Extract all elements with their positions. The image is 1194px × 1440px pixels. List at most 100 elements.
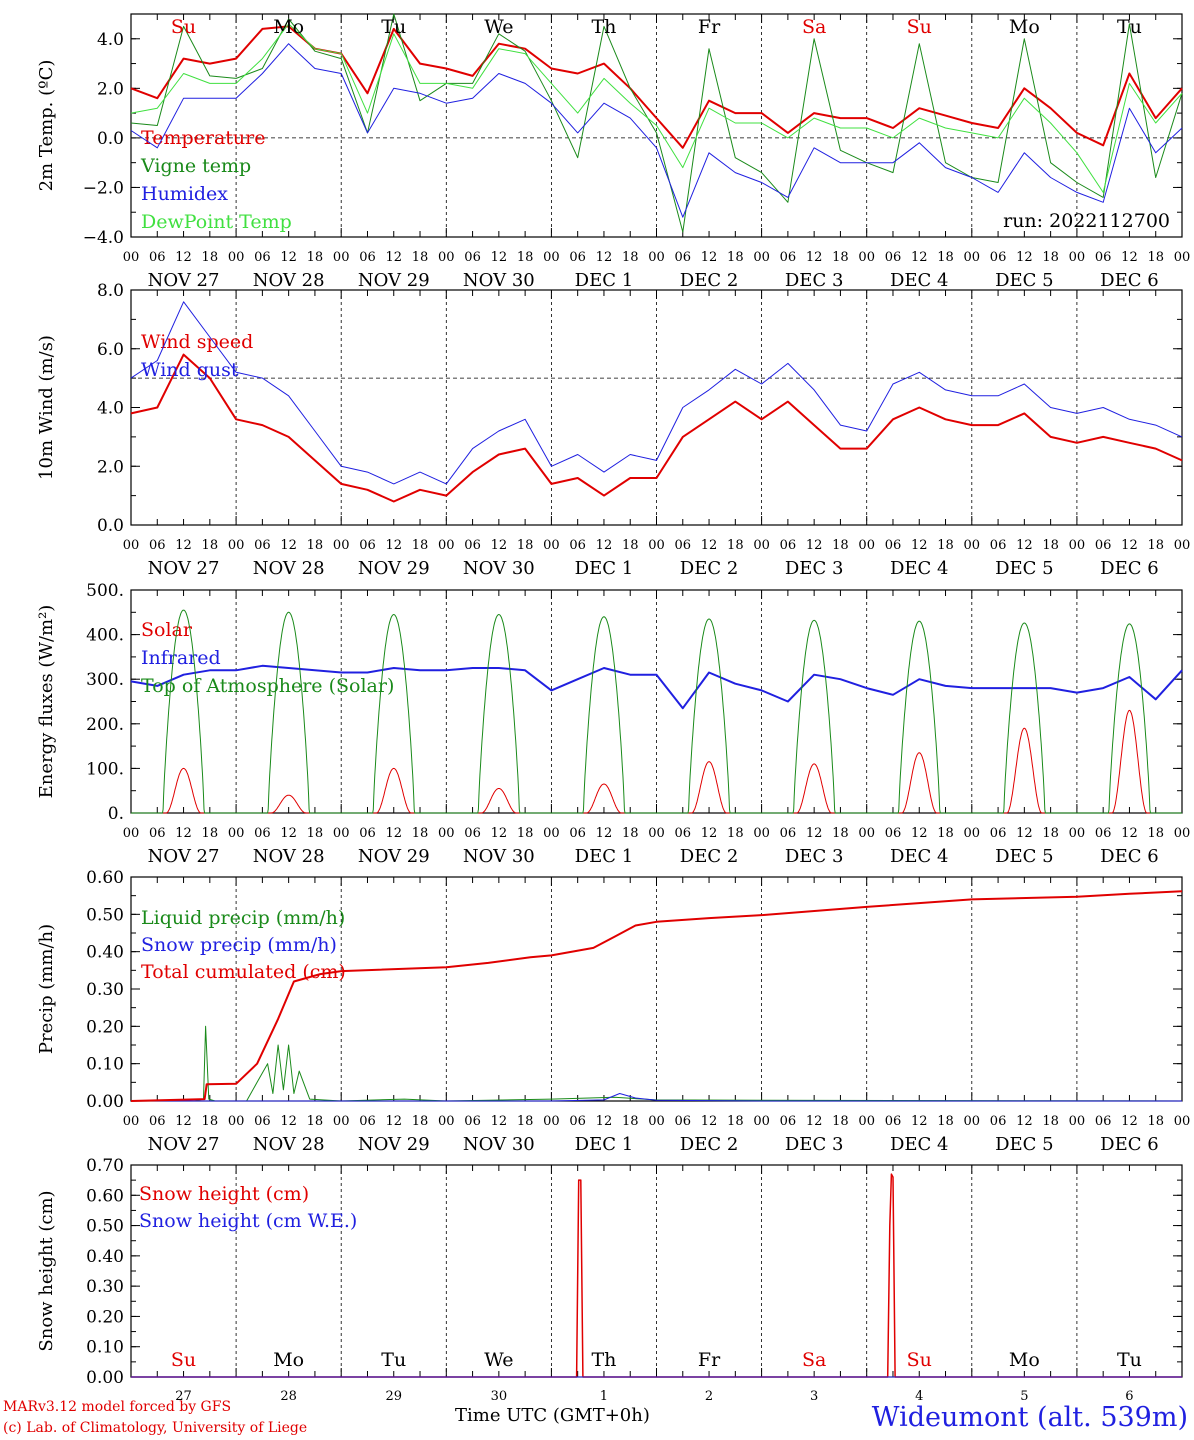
panel3-hour-label: 06 <box>675 826 692 841</box>
panel4-hour-label: 12 <box>175 1114 192 1129</box>
panel1-hour-label: 06 <box>675 250 692 265</box>
panel4-y-axis-title: Precip (mm/h) <box>36 924 57 1054</box>
panel4-date-label: NOV 30 <box>463 1134 535 1155</box>
panel2-y-tick-label: 8.0 <box>97 281 124 301</box>
day-number-label: 6 <box>1125 1389 1133 1404</box>
panel4-date-label: DEC 4 <box>890 1134 949 1155</box>
panel2-date-label: DEC 6 <box>1100 558 1159 579</box>
panel4-hour-label: 12 <box>596 1114 613 1129</box>
panel3-y-tick-label: 0. <box>108 804 124 824</box>
panel2-hour-label: 12 <box>385 538 402 553</box>
panel3-legend-entry: Solar <box>141 619 193 641</box>
panel1-hour-label: 18 <box>727 250 744 265</box>
panel3-hour-label: 18 <box>727 826 744 841</box>
panel4-series-liquid-precip-mm-h- <box>131 1025 1183 1102</box>
panel4-hour-label: 00 <box>438 1114 455 1129</box>
panel4-hour-label: 06 <box>990 1114 1007 1129</box>
panel3-hour-label: 06 <box>885 826 902 841</box>
panel1-y-axis-title: 2m Temp. (ºC) <box>36 60 57 192</box>
panel2-hour-label: 18 <box>307 538 324 553</box>
panel3-hour-label: 00 <box>964 826 981 841</box>
weekday-label-top: We <box>484 16 513 38</box>
panel1-legend-entry: Temperature <box>141 127 265 149</box>
panel1-date-label: DEC 3 <box>785 270 844 291</box>
lab-credit: (c) Lab. of Climatology, University of L… <box>3 1420 308 1436</box>
panel4-hour-label: 00 <box>1069 1114 1086 1129</box>
panel3-date-label: DEC 4 <box>890 846 949 867</box>
panel3-hour-label: 00 <box>753 826 770 841</box>
panel1-date-label: DEC 5 <box>995 270 1054 291</box>
panel5-y-tick-label: 0.00 <box>86 1368 124 1388</box>
panel1-legend-entry: Humidex <box>141 183 228 205</box>
panel2-y-tick-label: 4.0 <box>97 399 124 419</box>
panel2-hour-label: 12 <box>491 538 508 553</box>
panel1-hour-label: 12 <box>175 250 192 265</box>
weekday-label-top: Mo <box>1009 16 1040 38</box>
panel3-hour-label: 06 <box>569 826 586 841</box>
weekday-label-bottom: Sa <box>802 1349 826 1371</box>
panel3-hour-label: 00 <box>228 826 245 841</box>
panel1-date-label: DEC 4 <box>890 270 949 291</box>
panel3-hour-label: 12 <box>596 826 613 841</box>
panel3-date-label: DEC 6 <box>1100 846 1159 867</box>
panel1-series-dewpoint-temp <box>130 23 1183 193</box>
panel3-date-label: DEC 2 <box>680 846 739 867</box>
panel3-series-solar <box>131 709 1182 814</box>
panel3-hour-label: 12 <box>280 826 297 841</box>
panel3-hour-label: 06 <box>254 826 271 841</box>
panel1-hour-label: 06 <box>464 250 481 265</box>
day-number-label: 5 <box>1020 1389 1028 1404</box>
panel4-hour-label: 06 <box>359 1114 376 1129</box>
weekday-label-bottom: Tu <box>1117 1349 1142 1371</box>
panel4-date-label: DEC 3 <box>785 1134 844 1155</box>
panel4-hour-label: 18 <box>1147 1114 1164 1129</box>
panel2-hour-label: 06 <box>254 538 271 553</box>
panel1-legend-entry: DewPoint Temp <box>141 211 292 233</box>
panel3-hour-label: 00 <box>123 826 140 841</box>
panel3-date-label: NOV 28 <box>253 846 325 867</box>
panel5-y-tick-label: 0.60 <box>86 1186 124 1206</box>
panel5-y-tick-label: 0.40 <box>86 1247 124 1267</box>
panel1-hour-label: 18 <box>622 250 639 265</box>
panel4-date-label: DEC 5 <box>995 1134 1054 1155</box>
panel2-hour-label: 12 <box>701 538 718 553</box>
panel4-hour-label: 18 <box>937 1114 954 1129</box>
panel4-hour-label: 06 <box>464 1114 481 1129</box>
day-number-label: 1 <box>600 1389 608 1404</box>
panel4-hour-label: 06 <box>1095 1114 1112 1129</box>
panel1-hour-label: 18 <box>517 250 534 265</box>
panel1-hour-label: 18 <box>202 250 219 265</box>
panel3-date-label: NOV 29 <box>358 846 430 867</box>
panel4-date-label: NOV 28 <box>253 1134 325 1155</box>
panel1-series-temperature <box>130 25 1183 149</box>
panel1-y-tick-label: 2.0 <box>97 79 124 99</box>
panel4-y-tick-label: 0.20 <box>86 1017 124 1037</box>
panel4-hour-label: 00 <box>964 1114 981 1129</box>
panel4-legend-entry: Snow precip (mm/h) <box>141 934 337 956</box>
panel4-hour-label: 12 <box>385 1114 402 1129</box>
panel2-hour-label: 00 <box>228 538 245 553</box>
panel2-hour-label: 06 <box>569 538 586 553</box>
day-number-label: 27 <box>175 1389 192 1404</box>
panel2-hour-label: 18 <box>832 538 849 553</box>
panel1-y-tick-label: 4.0 <box>97 30 124 50</box>
panel5-y-tick-label: 0.10 <box>86 1338 124 1358</box>
panel3-hour-label: 06 <box>780 826 797 841</box>
panel4-y-tick-label: 0.00 <box>86 1092 124 1112</box>
weekday-label-top: Mo <box>273 16 304 38</box>
panel2-y-axis-title: 10m Wind (m/s) <box>36 335 57 480</box>
weekday-label-top: Fr <box>698 16 721 38</box>
panel3-date-label: DEC 5 <box>995 846 1054 867</box>
weekday-label-top: Tu <box>381 16 406 38</box>
panel1-hour-label: 12 <box>280 250 297 265</box>
panel4-legend-entry: Liquid precip (mm/h) <box>141 907 345 929</box>
panel1-hour-label: 06 <box>359 250 376 265</box>
panel2-date-label: DEC 2 <box>680 558 739 579</box>
panel2-hour-label: 00 <box>753 538 770 553</box>
panel1-date-label: DEC 1 <box>575 270 634 291</box>
panel2-hour-label: 12 <box>911 538 928 553</box>
panel1-hour-label: 12 <box>385 250 402 265</box>
panel1-hour-label: 12 <box>911 250 928 265</box>
panel4-y-tick-label: 0.50 <box>86 905 124 925</box>
panel2-y-tick-label: 0.0 <box>97 516 124 536</box>
